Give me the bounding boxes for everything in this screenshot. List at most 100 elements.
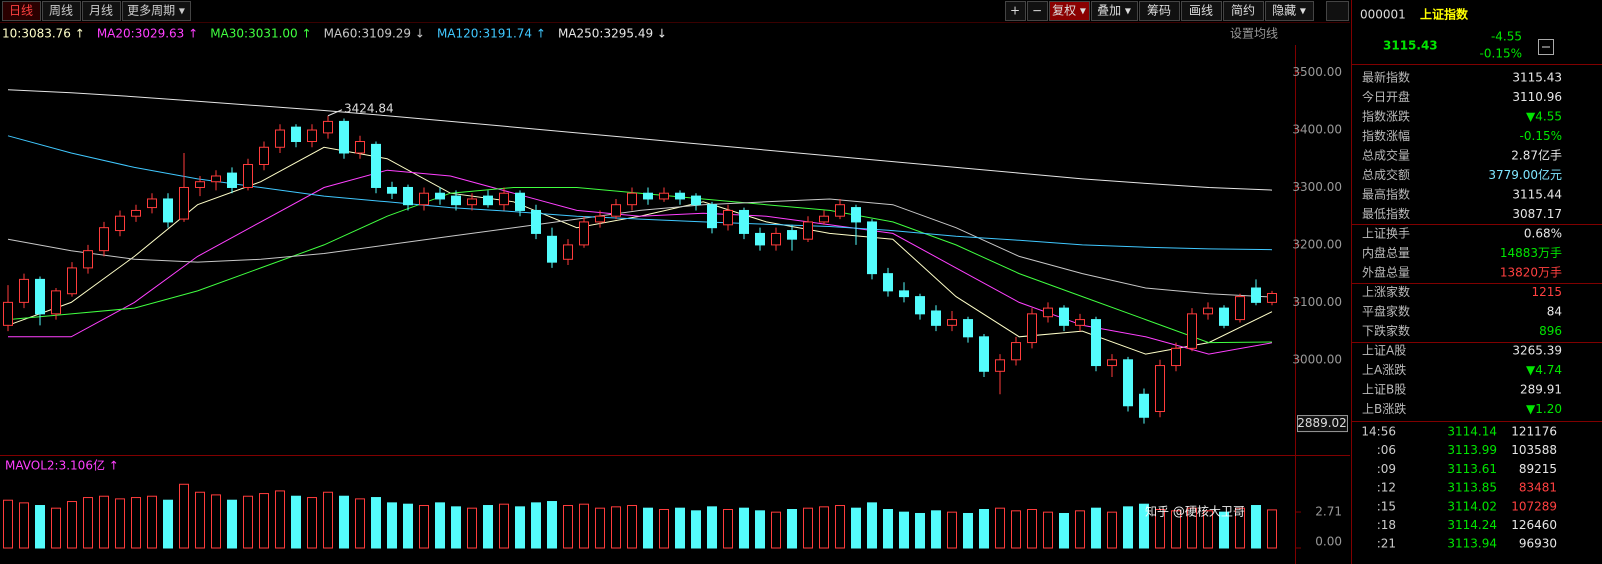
tick-price: 3113.61 bbox=[1447, 462, 1497, 476]
tool-label[interactable]: 隐藏 ▾ bbox=[1272, 4, 1306, 18]
candle-body bbox=[675, 192, 685, 200]
y-tick-label: 3100.00 bbox=[1292, 295, 1342, 309]
ma-line bbox=[7, 187, 1273, 344]
tick-time: :09 bbox=[1377, 462, 1396, 476]
tool-button[interactable] bbox=[1049, 1, 1090, 21]
tool-label[interactable]: 筹码 bbox=[1147, 4, 1171, 18]
quote-value: 0.68% bbox=[1524, 227, 1562, 241]
candle-body bbox=[1027, 313, 1037, 344]
candle-body bbox=[1075, 319, 1085, 326]
volume-bar bbox=[1091, 507, 1101, 549]
volume-bar bbox=[675, 507, 685, 549]
candle-body bbox=[947, 319, 957, 326]
quote-label: 最低指数 bbox=[1362, 206, 1410, 221]
tick-volume: 107289 bbox=[1511, 499, 1557, 513]
candle-body bbox=[387, 186, 397, 194]
candle-body bbox=[819, 215, 829, 223]
candle-body bbox=[131, 209, 141, 217]
volume-bar bbox=[1139, 503, 1149, 549]
candle-body bbox=[435, 192, 445, 200]
candle-body bbox=[323, 120, 333, 134]
tool-button[interactable] bbox=[1139, 1, 1180, 21]
candle-body bbox=[643, 192, 653, 200]
window-button[interactable] bbox=[1326, 1, 1349, 21]
tool-button[interactable] bbox=[1223, 1, 1264, 21]
candle-body bbox=[115, 215, 125, 232]
candle-body bbox=[499, 192, 509, 206]
tool-label[interactable]: 简约 bbox=[1231, 3, 1255, 18]
tick-price: 3113.85 bbox=[1447, 481, 1497, 495]
tick-volume: 121176 bbox=[1511, 425, 1557, 439]
stock-pct: -0.15% bbox=[1480, 47, 1522, 61]
tick-time: 14:56 bbox=[1361, 425, 1396, 439]
tool-button[interactable] bbox=[1265, 1, 1314, 21]
volume-bar bbox=[1043, 511, 1053, 549]
volume-bar bbox=[963, 512, 973, 549]
tool-label[interactable]: − bbox=[1032, 4, 1042, 18]
period-button[interactable] bbox=[42, 1, 81, 21]
settings-ma[interactable]: 设置均线 bbox=[1230, 27, 1278, 41]
collapse-button[interactable] bbox=[1538, 39, 1554, 55]
period-label[interactable]: 周线 bbox=[49, 4, 73, 18]
volume-bar bbox=[419, 505, 429, 549]
volume-bar bbox=[707, 506, 717, 549]
candle-body bbox=[563, 244, 573, 260]
volume-bar bbox=[371, 497, 381, 549]
tool-label[interactable]: 叠加 ▾ bbox=[1097, 4, 1131, 18]
tool-label[interactable]: 画线 bbox=[1189, 4, 1213, 18]
volume-bar bbox=[883, 509, 893, 549]
period-label[interactable]: 日线 bbox=[9, 4, 33, 18]
tool-label[interactable]: + bbox=[1010, 4, 1020, 18]
volume-bar bbox=[147, 495, 157, 549]
tick-time: :12 bbox=[1377, 481, 1396, 495]
period-label[interactable]: 月线 bbox=[89, 4, 113, 18]
stock-price: 3115.43 bbox=[1383, 39, 1438, 53]
tool-button[interactable] bbox=[1027, 1, 1048, 21]
tool-button[interactable] bbox=[1091, 1, 1138, 21]
tick-time: :06 bbox=[1377, 443, 1396, 457]
tool-button[interactable] bbox=[1005, 1, 1026, 21]
volume-bar bbox=[835, 505, 845, 549]
period-button[interactable] bbox=[122, 1, 191, 21]
volume-bar bbox=[451, 506, 461, 549]
candle-body bbox=[451, 195, 461, 206]
y-tick-label: 3400.00 bbox=[1292, 123, 1342, 137]
y-tick-label: 3000.00 bbox=[1292, 352, 1342, 366]
volume-bar bbox=[1203, 510, 1213, 549]
candle-body bbox=[419, 192, 429, 206]
quote-value: 13820万手 bbox=[1500, 266, 1562, 280]
candle-body bbox=[307, 129, 317, 143]
candle-body bbox=[163, 198, 173, 223]
volume-bar bbox=[499, 503, 509, 549]
volume-bar bbox=[1027, 509, 1037, 549]
quote-label: 内盘总量 bbox=[1362, 245, 1410, 260]
candle-body bbox=[931, 310, 941, 326]
volume-bar bbox=[355, 498, 365, 549]
tick-time: :15 bbox=[1377, 499, 1396, 513]
period-label[interactable]: 更多周期 ▾ bbox=[127, 4, 185, 18]
quote-value: 3110.96 bbox=[1512, 90, 1562, 104]
ma-line bbox=[7, 89, 1273, 191]
volume-bar bbox=[1187, 507, 1197, 549]
volume-tick-label: 2.71 bbox=[1315, 505, 1342, 519]
volume-bar bbox=[739, 507, 749, 549]
tick-volume: 83481 bbox=[1519, 481, 1557, 495]
volume-bar bbox=[819, 506, 829, 549]
volume-bar bbox=[259, 493, 269, 549]
candle-body bbox=[243, 163, 253, 188]
period-button[interactable] bbox=[2, 1, 41, 21]
tick-volume: 126460 bbox=[1511, 518, 1557, 532]
volume-bar bbox=[867, 502, 877, 549]
tool-label[interactable]: 复权 ▾ bbox=[1052, 4, 1086, 18]
quote-label: 上A涨跌 bbox=[1362, 362, 1406, 377]
candle-body bbox=[483, 195, 493, 206]
volume-bar bbox=[547, 501, 557, 549]
tool-button[interactable] bbox=[1181, 1, 1222, 21]
quote-label: 今日开盘 bbox=[1362, 89, 1410, 104]
volume-bar bbox=[755, 510, 765, 549]
candle-body bbox=[67, 267, 77, 295]
period-button[interactable] bbox=[82, 1, 121, 21]
ma-legend: MA120:3191.74 ↑ bbox=[437, 27, 546, 41]
candle-body bbox=[739, 209, 749, 234]
volume-bar bbox=[99, 495, 109, 549]
